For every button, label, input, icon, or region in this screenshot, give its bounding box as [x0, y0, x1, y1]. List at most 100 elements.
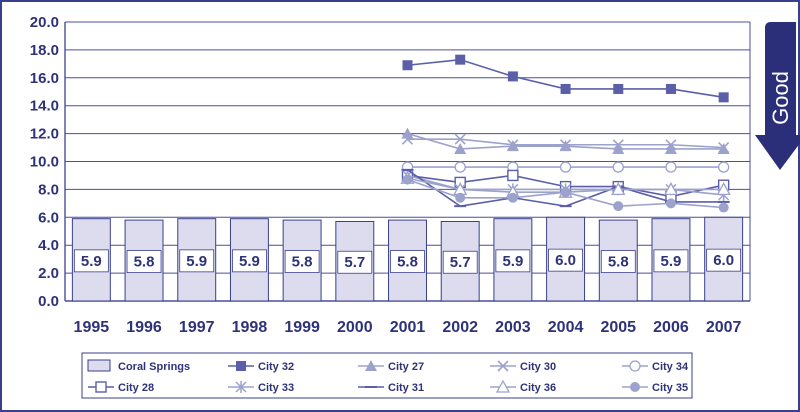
series-point [454, 133, 466, 145]
bar-value-label: 5.7 [344, 254, 365, 271]
x-tick-label: 2006 [653, 319, 689, 336]
bars: 5.9 5.8 5.9 5.9 5.8 5.7 5.8 5.7 5.9 6.0 5.8 5.9 6.0 [71, 216, 744, 302]
legend-label: City 36 [520, 382, 556, 394]
bar-value-label: 5.7 [450, 254, 471, 271]
y-tick-label: 12.0 [30, 126, 59, 143]
legend-label: City 31 [388, 382, 424, 394]
bar-label-box [390, 250, 425, 273]
series-point [718, 161, 730, 173]
bar-value-label: 5.9 [81, 253, 102, 270]
legend-item: City 36 [490, 379, 556, 394]
series-point [665, 198, 676, 209]
y-tick-label: 16.0 [30, 70, 59, 87]
x-tick-label: 2005 [600, 319, 636, 336]
legend-label: Coral Springs [118, 361, 190, 373]
legend-item: City 30 [490, 360, 556, 373]
legend-item: City 27 [358, 360, 424, 373]
legend-label: City 28 [118, 382, 154, 394]
series-point [612, 139, 624, 151]
series-point [665, 139, 677, 151]
bar-value-label: 5.8 [292, 254, 313, 271]
series-point [559, 161, 572, 173]
bar-label-box [284, 250, 320, 273]
bar-value-label: 5.9 [502, 253, 523, 270]
good-arrow-shape [755, 22, 800, 170]
x-tick-label: 2001 [390, 319, 426, 336]
legend-marker [365, 360, 377, 371]
series-point [402, 174, 413, 185]
y-tick-label: 20.0 [30, 14, 59, 31]
bar-label-box [653, 249, 689, 273]
x-tick-label: 2000 [337, 319, 373, 336]
bar-label-box [706, 248, 742, 272]
series-point [663, 182, 679, 196]
legend-marker [630, 382, 640, 392]
legend-item: Coral Springs [87, 359, 190, 373]
legend-label: City 27 [388, 361, 424, 373]
series-point [718, 141, 730, 154]
legend-swatch [87, 359, 111, 372]
series-point [664, 142, 677, 154]
bar-value-label: 5.9 [186, 253, 207, 270]
x-tick-label: 1998 [232, 319, 268, 336]
bar-label-box [126, 250, 162, 273]
series-city-27 [401, 127, 730, 154]
x-tick-label: 1997 [179, 319, 215, 336]
series-city-32 [402, 54, 729, 103]
legend-marker [495, 379, 511, 393]
y-tick-label: 6.0 [38, 209, 59, 226]
legend-item: City 33 [228, 381, 294, 394]
legend-item: City 35 [622, 382, 688, 394]
bar-label-box [73, 249, 109, 273]
legend: Coral Springs City 32 City 27 City 30 City 3… [81, 352, 693, 399]
series-point [560, 83, 571, 94]
bar-label-box [548, 248, 583, 272]
legend-marker [95, 381, 107, 393]
bar-value-label: 5.9 [661, 253, 682, 270]
series-point [612, 161, 624, 173]
series-point [665, 83, 676, 94]
series-point [455, 192, 466, 203]
bar-value-label: 5.8 [608, 254, 629, 271]
y-tick-label: 14.0 [30, 98, 59, 115]
series-point [454, 161, 466, 173]
series-city-35 [402, 174, 729, 213]
series-point [716, 182, 731, 196]
y-tick-label: 18.0 [30, 42, 59, 59]
x-tick-label: 2007 [706, 319, 742, 336]
x-tick-label: 2004 [548, 319, 584, 336]
series-point [402, 60, 413, 71]
series-point [454, 142, 467, 154]
x-tick-label: 1999 [284, 319, 320, 336]
series-point [560, 187, 571, 198]
legend-item: City 34 [622, 360, 689, 373]
legend-item: City 28 [88, 381, 154, 394]
series-point [611, 182, 626, 196]
legend-item: City 31 [358, 382, 424, 394]
series-point [507, 139, 519, 151]
bar-label-box [495, 249, 531, 273]
series-point [507, 169, 519, 182]
x-tick-label: 2003 [495, 319, 531, 336]
series-point [560, 139, 572, 151]
bar-label-box [232, 249, 267, 273]
legend-box [81, 352, 693, 399]
series-point [613, 83, 624, 94]
series-city-34 [401, 161, 730, 173]
series-point [665, 161, 677, 173]
bar-value-label: 5.8 [134, 254, 155, 271]
series-point [507, 192, 518, 203]
legend-label: City 33 [258, 382, 294, 394]
good-annotation: Good [768, 71, 793, 125]
series-point [718, 202, 729, 213]
bar-label-box [337, 250, 373, 274]
good-arrow: Good [755, 22, 800, 170]
bar-value-label: 5.8 [397, 254, 418, 271]
bar-label-box [600, 250, 636, 273]
series-point [612, 142, 625, 154]
series-point [507, 71, 518, 82]
legend-marker [236, 361, 246, 371]
bar-value-label: 6.0 [555, 252, 576, 269]
x-tick-label: 1995 [74, 319, 110, 336]
legend-marker [629, 360, 641, 372]
